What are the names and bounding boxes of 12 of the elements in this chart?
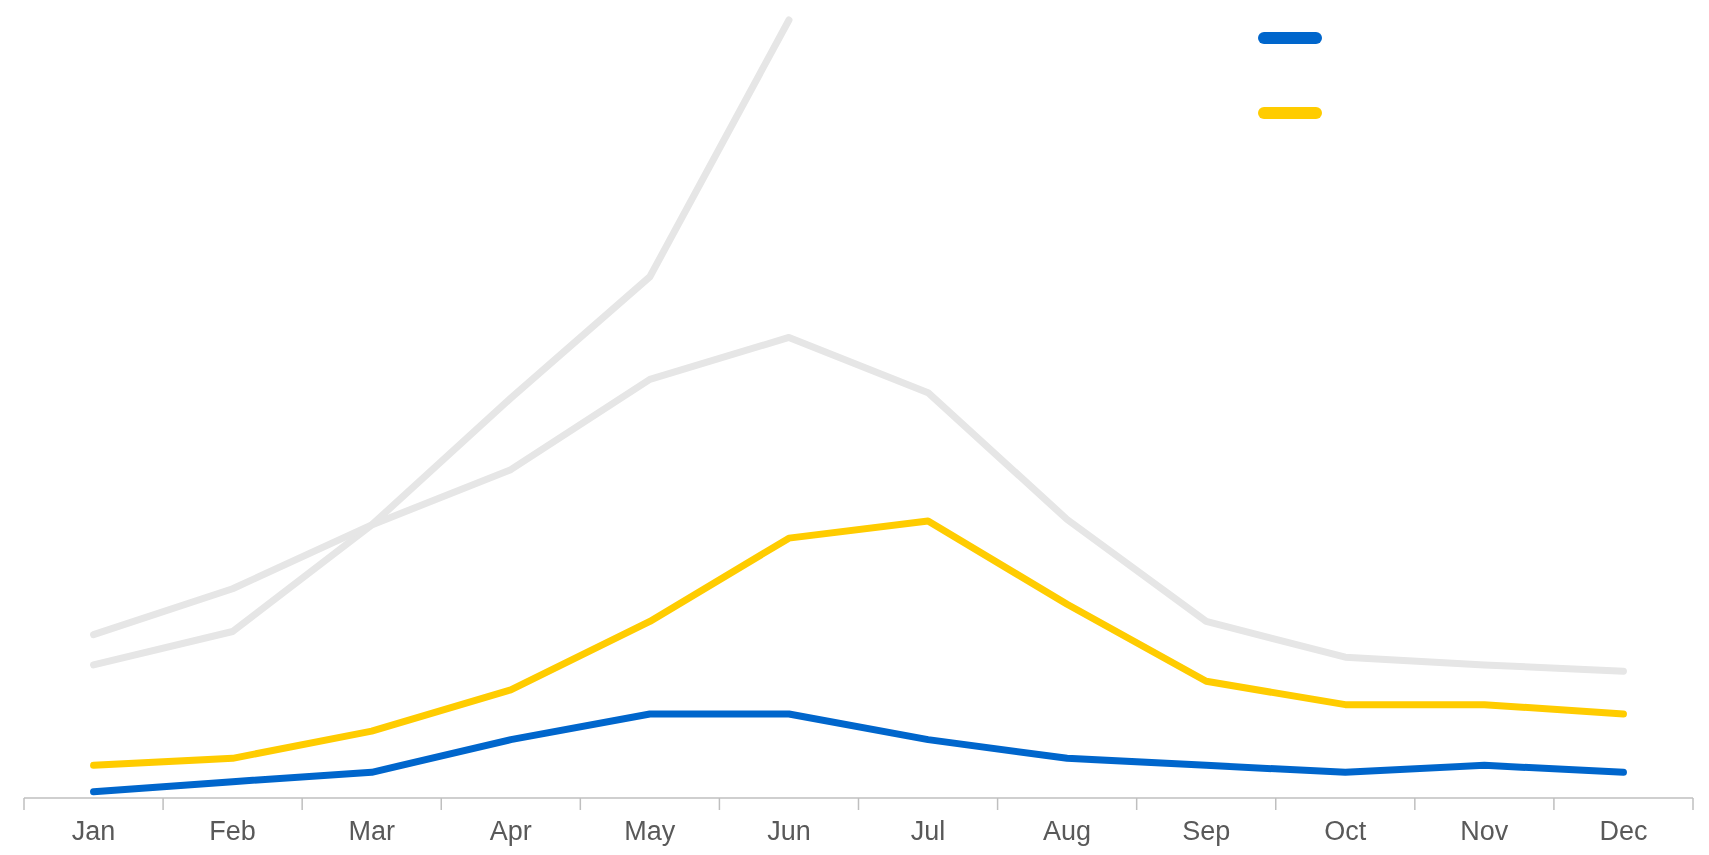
- x-tick-label: Jul: [910, 816, 946, 846]
- x-tick-label: May: [624, 816, 676, 846]
- x-tick-label: Nov: [1460, 816, 1509, 846]
- x-tick-label: Jun: [767, 816, 811, 846]
- x-tick-label: Feb: [209, 816, 256, 846]
- x-tick-label: Jan: [71, 816, 116, 846]
- x-tick-label: Mar: [348, 816, 395, 846]
- x-tick-label: Apr: [489, 816, 532, 846]
- x-tick-label: Dec: [1599, 816, 1648, 846]
- x-tick-label: Aug: [1043, 816, 1092, 846]
- x-tick-label: Sep: [1182, 816, 1231, 846]
- x-tick-label: Oct: [1324, 816, 1367, 846]
